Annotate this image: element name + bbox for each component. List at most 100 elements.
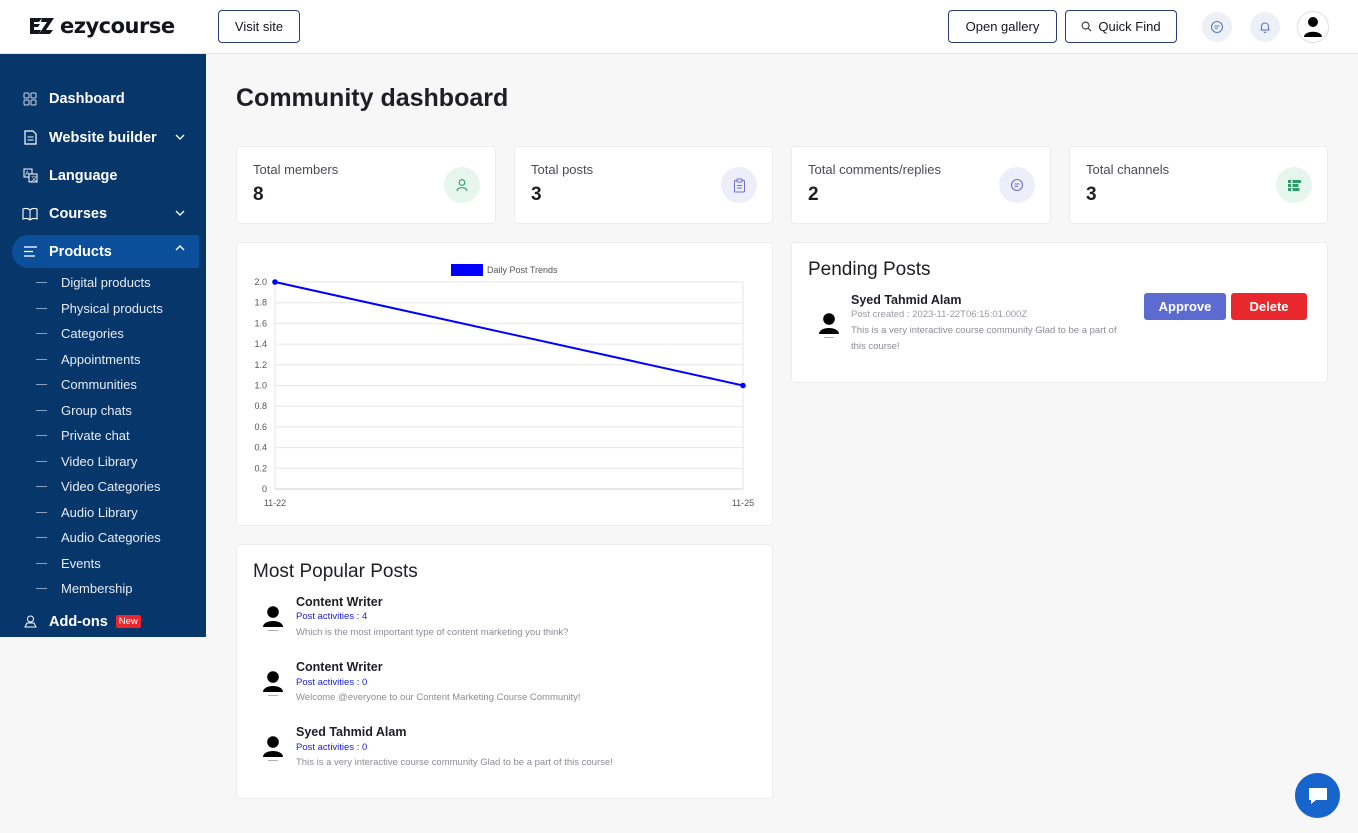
person-icon — [1304, 17, 1322, 37]
clipboard-icon — [721, 167, 757, 203]
legend-label: Daily Post Trends — [487, 265, 558, 275]
sidebar-item-label: Language — [49, 167, 118, 184]
sidebar-subitem-label: Digital products — [61, 274, 151, 290]
svg-text:A: A — [25, 172, 29, 178]
sidebar-subitem-label: Video Library — [61, 453, 138, 469]
brand-logo[interactable]: ezycourse — [28, 12, 175, 40]
legend-swatch — [451, 264, 483, 276]
bell-icon — [1260, 22, 1270, 33]
addons-icon — [22, 614, 38, 630]
search-icon — [1081, 21, 1092, 32]
popular-post-author[interactable]: Syed Tahmid Alam — [296, 725, 407, 739]
quick-find-button[interactable]: Quick Find — [1065, 10, 1177, 43]
chevron-up-icon — [175, 245, 185, 251]
stat-label: Total members — [253, 162, 339, 177]
visit-site-button[interactable]: Visit site — [218, 10, 300, 43]
sidebar-subitem[interactable]: Private chat — [36, 425, 130, 445]
person-icon — [819, 313, 839, 338]
popular-posts-title: Most Popular Posts — [253, 561, 418, 582]
popular-post-author[interactable]: Content Writer — [296, 595, 383, 609]
y-tick-label: 1.2 — [254, 360, 267, 370]
sidebar-item-label: Add-ons — [49, 613, 108, 630]
notifications-button[interactable] — [1250, 12, 1280, 42]
y-tick-label: 0 — [262, 484, 267, 494]
support-chat-button[interactable] — [1295, 773, 1340, 818]
x-tick-label: 11-25 — [732, 498, 754, 508]
brand-name: ezycourse — [60, 14, 175, 38]
sidebar-subitem[interactable]: Physical products — [36, 298, 163, 318]
sidebar-subitem-label: Appointments — [61, 351, 141, 367]
stat-card-comments: Total comments/replies 2 — [791, 146, 1051, 224]
dash-icon — [36, 434, 47, 436]
top-bar: ezycourse Visit site Open gallery Quick … — [0, 0, 1358, 54]
sidebar-subitem[interactable]: Video Library — [36, 451, 137, 471]
book-icon — [22, 206, 38, 222]
sidebar-subitem[interactable]: Appointments — [36, 349, 141, 369]
stat-label: Total posts — [531, 162, 594, 177]
sidebar-item-dashboard[interactable]: Dashboard — [12, 82, 199, 115]
svg-text:文: 文 — [31, 175, 37, 183]
sidebar-subitem[interactable]: Audio Library — [36, 502, 138, 522]
sidebar-subitem-label: Video Categories — [61, 478, 161, 494]
stat-card-channels: Total channels 3 — [1069, 146, 1328, 224]
popular-posts-card: Most Popular Posts Content Writer Post a… — [236, 544, 773, 799]
sidebar-subitem[interactable]: Audio Categories — [36, 527, 161, 547]
pending-posts-card: Pending Posts Syed Tahmid Alam Post crea… — [791, 242, 1328, 383]
chevron-down-icon — [175, 134, 185, 140]
delete-label: Delete — [1249, 299, 1289, 314]
sidebar-item-addons[interactable]: Add-ons New — [12, 605, 199, 638]
dash-icon — [36, 460, 47, 462]
approve-button[interactable]: Approve — [1144, 293, 1226, 320]
popular-post-author[interactable]: Content Writer — [296, 660, 383, 674]
delete-button[interactable]: Delete — [1231, 293, 1307, 320]
sidebar-subitem-label: Categories — [61, 325, 124, 341]
sidebar-subitem[interactable]: Communities — [36, 374, 137, 394]
sidebar-subitem-label: Physical products — [61, 300, 163, 316]
chat-icon — [1210, 20, 1224, 34]
dash-icon — [36, 358, 47, 360]
dash-icon — [36, 307, 47, 309]
series-line — [274, 281, 744, 387]
sidebar-subitem[interactable]: Events — [36, 553, 101, 573]
user-icon — [444, 167, 480, 203]
pending-posts-title: Pending Posts — [808, 259, 931, 280]
sidebar-subitem-label: Communities — [61, 376, 137, 392]
sidebar-subitem[interactable]: Categories — [36, 323, 124, 343]
person-icon — [263, 606, 283, 631]
sidebar-item-website-builder[interactable]: Website builder — [12, 121, 199, 154]
popular-post-text: This is a very interactive course commun… — [296, 757, 613, 768]
dash-icon — [36, 562, 47, 564]
sidebar-subitem[interactable]: Video Categories — [36, 476, 161, 496]
sidebar-item-label: Courses — [49, 205, 108, 222]
sidebar-item-courses[interactable]: Courses — [12, 197, 199, 230]
sidebar-item-label: Products — [49, 243, 112, 260]
pending-author[interactable]: Syed Tahmid Alam — [851, 293, 962, 307]
y-tick-label: 0.8 — [254, 401, 267, 411]
sidebar-subitem[interactable]: Membership — [36, 578, 133, 598]
user-avatar[interactable] — [1297, 11, 1329, 43]
visit-site-label: Visit site — [234, 19, 284, 34]
dash-icon — [36, 332, 47, 334]
messages-button[interactable] — [1202, 12, 1232, 42]
stat-value: 3 — [1086, 184, 1097, 205]
sidebar-subitem[interactable]: Digital products — [36, 272, 151, 292]
stat-label: Total comments/replies — [808, 162, 941, 177]
open-gallery-button[interactable]: Open gallery — [948, 10, 1057, 43]
dash-icon — [36, 383, 47, 385]
open-gallery-label: Open gallery — [965, 19, 1040, 34]
chat-icon — [999, 167, 1035, 203]
new-badge: New — [115, 615, 141, 628]
sidebar-item-products[interactable]: Products — [12, 235, 199, 268]
popular-post-text: Welcome @everyone to our Content Marketi… — [296, 692, 581, 703]
sidebar-subitem-label: Private chat — [61, 427, 130, 443]
pending-text-line1: This is a very interactive course commun… — [851, 325, 1117, 336]
sidebar-subitem[interactable]: Group chats — [36, 400, 132, 420]
stat-card-posts: Total posts 3 — [514, 146, 773, 224]
person-icon — [263, 736, 283, 761]
sidebar-subitem-label: Events — [61, 555, 101, 571]
popular-post-activity: Post activities : 4 — [296, 611, 368, 622]
y-tick-label: 0.4 — [254, 443, 267, 453]
